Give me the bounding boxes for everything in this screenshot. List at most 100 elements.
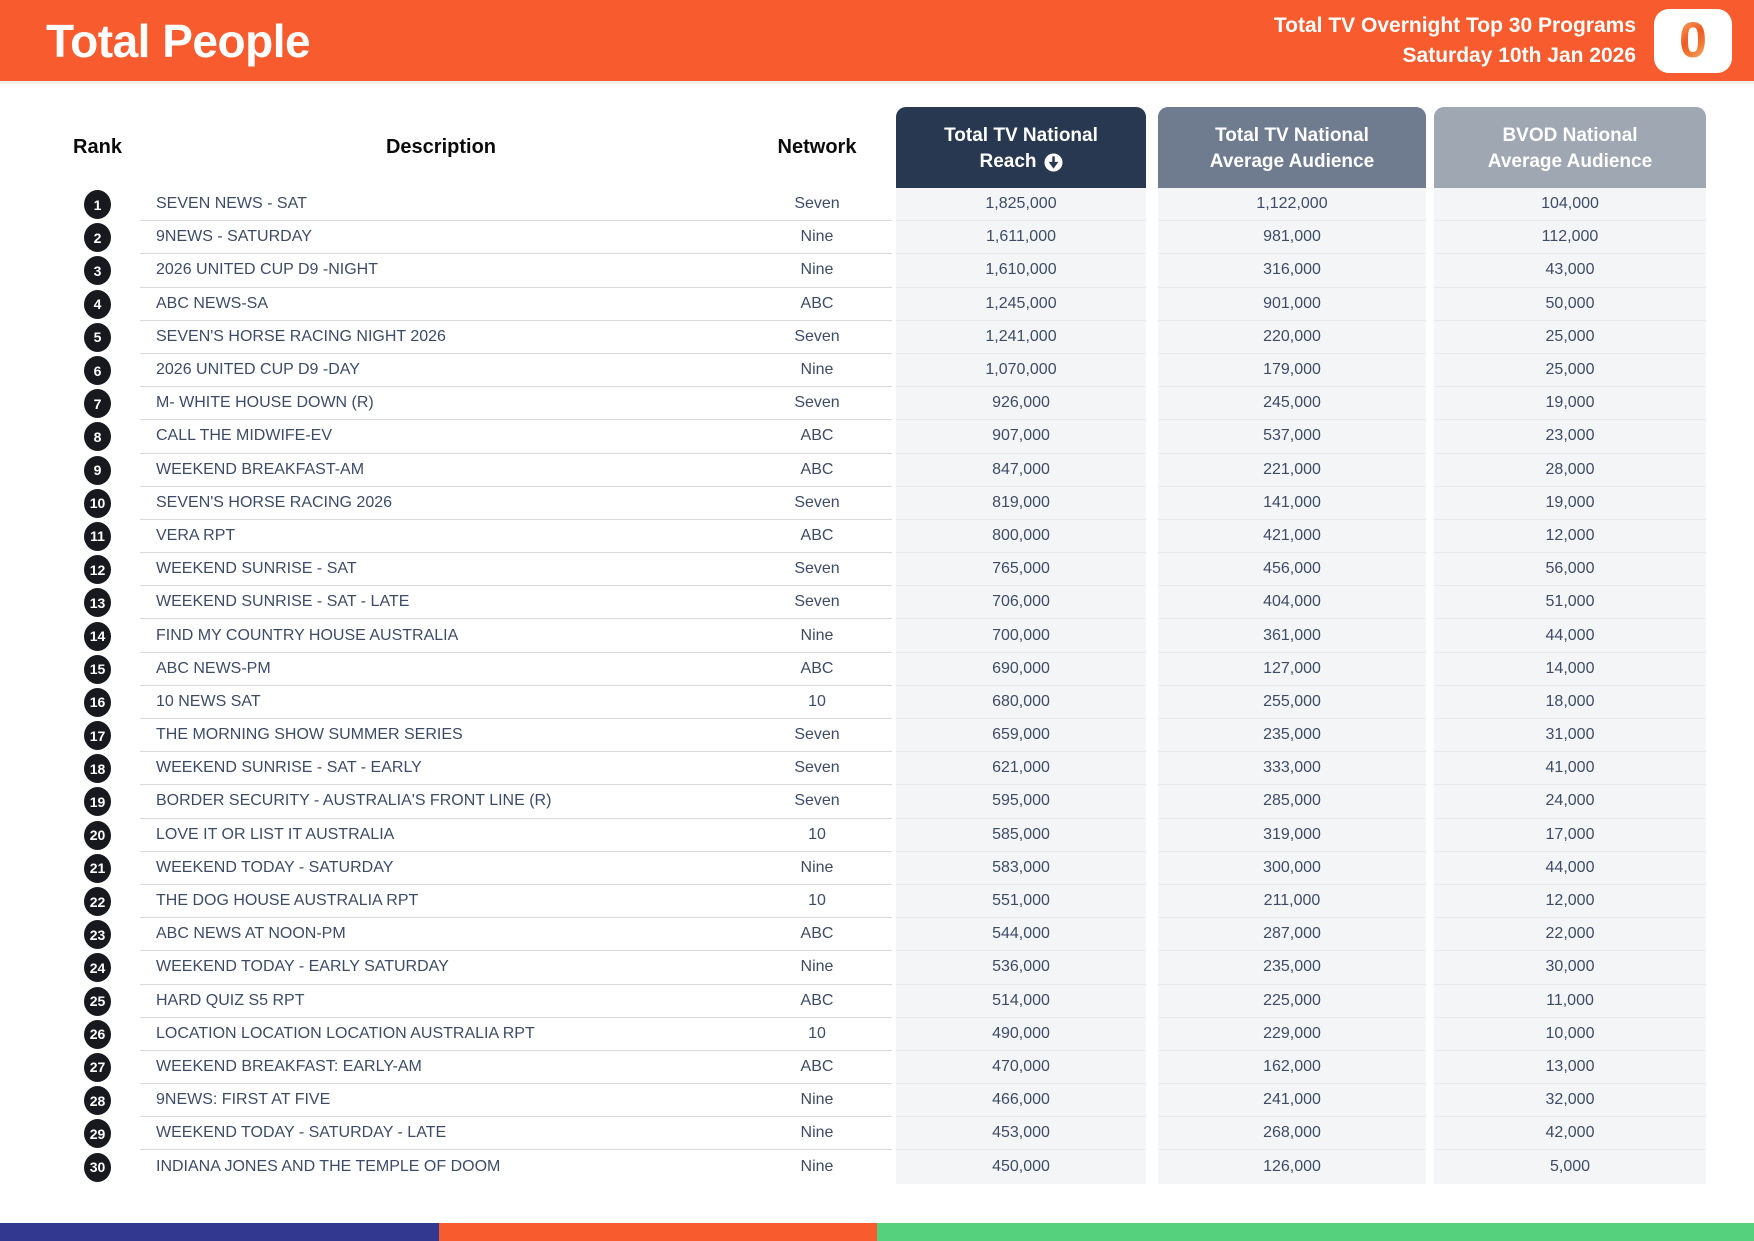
program-network: Seven xyxy=(742,752,892,786)
rank-badge: 19 xyxy=(84,787,111,817)
rank-badge: 10 xyxy=(84,488,111,518)
total-tv-avg-audience-value: 179,000 xyxy=(1158,353,1426,388)
program-description: INDIANA JONES AND THE TEMPLE OF DOOM xyxy=(156,1158,501,1176)
rank-cell: 8 xyxy=(55,420,140,453)
total-tv-reach-value: 700,000 xyxy=(896,619,1146,653)
rank-cell: 21 xyxy=(55,852,140,885)
bvod-avg-audience-value: 18,000 xyxy=(1434,685,1706,719)
bvod-avg-audience-value: 12,000 xyxy=(1434,519,1706,554)
program-network: Seven xyxy=(742,785,892,819)
program-network: ABC xyxy=(742,653,892,686)
program-network: Nine xyxy=(742,1117,892,1151)
banner-right: Total TV Overnight Top 30 Programs Satur… xyxy=(1273,8,1732,73)
rank-badge: 1 xyxy=(84,190,111,220)
rank-cell: 10 xyxy=(55,487,140,520)
program-network: Seven xyxy=(742,387,892,421)
bvod-avg-audience-value: 43,000 xyxy=(1434,254,1706,288)
program-network: Nine xyxy=(742,951,892,985)
program-network: ABC xyxy=(742,918,892,952)
table-row: 22 THE DOG HOUSE AUSTRALIA RPT 10 551,00… xyxy=(55,884,1706,919)
program-description: WEEKEND BREAKFAST-AM xyxy=(140,454,742,487)
column-header-bvod-avg-audience[interactable]: BVOD National Average Audience xyxy=(1434,107,1706,188)
table-row: 17 THE MORNING SHOW SUMMER SERIES Seven … xyxy=(55,719,1706,753)
program-description: M- WHITE HOUSE DOWN (R) xyxy=(140,387,742,421)
table-row: 20 LOVE IT OR LIST IT AUSTRALIA 10 585,0… xyxy=(55,818,1706,852)
bvod-avg-audience-value: 10,000 xyxy=(1434,1017,1706,1051)
rank-cell: 26 xyxy=(55,1018,140,1051)
bvod-avg-audience-value: 44,000 xyxy=(1434,619,1706,653)
total-tv-avg-audience-value: 255,000 xyxy=(1158,685,1426,719)
total-tv-avg-audience-value: 220,000 xyxy=(1158,320,1426,354)
table-row: 3 2026 UNITED CUP D9 -NIGHT Nine 1,610,0… xyxy=(55,254,1706,288)
program-description: 10 NEWS SAT xyxy=(140,686,742,719)
table-row: 12 WEEKEND SUNRISE - SAT Seven 765,000 4… xyxy=(55,553,1706,587)
table-row: 21 WEEKEND TODAY - SATURDAY Nine 583,000… xyxy=(55,851,1706,885)
program-description: WEEKEND SUNRISE - SAT - LATE xyxy=(140,586,742,620)
program-network: Seven xyxy=(742,586,892,620)
program-network: Nine xyxy=(742,619,892,653)
rank-badge: 28 xyxy=(84,1086,111,1116)
rank-badge: 11 xyxy=(84,521,111,551)
total-tv-reach-value: 1,825,000 xyxy=(896,188,1146,222)
table-row: 28 9NEWS: FIRST AT FIVE Nine 466,000 241… xyxy=(55,1084,1706,1118)
total-tv-reach-value: 1,611,000 xyxy=(896,221,1146,255)
table-row: 10 SEVEN'S HORSE RACING 2026 Seven 819,0… xyxy=(55,486,1706,520)
total-tv-reach-value: 926,000 xyxy=(896,387,1146,421)
bvod-avg-audience-value: 19,000 xyxy=(1434,387,1706,421)
table-row: 6 2026 UNITED CUP D9 -DAY Nine 1,070,000… xyxy=(55,353,1706,388)
rank-badge: 20 xyxy=(84,820,111,850)
program-description: HARD QUIZ S5 RPT xyxy=(140,985,742,1018)
table-row: 11 VERA RPT ABC 800,000 421,000 12,000 xyxy=(55,519,1706,554)
bvod-avg-audience-value: 28,000 xyxy=(1434,453,1706,487)
table-header-row: Rank Description Network Total TV Nation… xyxy=(55,107,1706,188)
total-tv-avg-audience-value: 127,000 xyxy=(1158,652,1426,686)
table-row: 8 CALL THE MIDWIFE-EV ABC 907,000 537,00… xyxy=(55,420,1706,454)
rank-cell: 14 xyxy=(55,619,140,652)
avg-header-line2: Average Audience xyxy=(1209,150,1375,172)
total-tv-avg-audience-value: 268,000 xyxy=(1158,1117,1426,1151)
total-tv-reach-value: 514,000 xyxy=(896,984,1146,1018)
program-network: Seven xyxy=(742,321,892,354)
rank-cell: 25 xyxy=(55,985,140,1018)
table-row: 4 ABC NEWS-SA ABC 1,245,000 901,000 50,0… xyxy=(55,287,1706,321)
total-tv-reach-value: 470,000 xyxy=(896,1050,1146,1085)
bvod-avg-audience-value: 112,000 xyxy=(1434,221,1706,255)
rank-cell: 24 xyxy=(55,951,140,984)
program-network: Seven xyxy=(742,719,892,753)
rank-cell: 4 xyxy=(55,288,140,321)
rank-badge: 3 xyxy=(84,256,111,286)
bvod-avg-audience-value: 25,000 xyxy=(1434,353,1706,388)
table-row: 13 WEEKEND SUNRISE - SAT - LATE Seven 70… xyxy=(55,586,1706,620)
rank-badge: 4 xyxy=(84,289,111,319)
column-header-total-tv-avg-audience[interactable]: Total TV National Average Audience xyxy=(1158,107,1426,188)
page-title: Total People xyxy=(46,14,311,67)
sort-descending-icon xyxy=(1043,153,1063,172)
bvod-avg-audience-value: 42,000 xyxy=(1434,1117,1706,1151)
program-description: WEEKEND BREAKFAST: EARLY-AM xyxy=(140,1051,742,1085)
rank-cell: 22 xyxy=(55,885,140,918)
total-tv-reach-value: 1,610,000 xyxy=(896,254,1146,288)
total-tv-reach-value: 847,000 xyxy=(896,453,1146,487)
program-description: ABC NEWS-PM xyxy=(140,653,742,686)
program-description: THE DOG HOUSE AUSTRALIA RPT xyxy=(140,885,742,919)
column-header-total-tv-reach[interactable]: Total TV National Reach xyxy=(896,107,1146,188)
program-description: ABC NEWS-SA xyxy=(140,288,742,321)
total-tv-reach-value: 466,000 xyxy=(896,1084,1146,1118)
total-tv-avg-audience-value: 162,000 xyxy=(1158,1050,1426,1085)
program-description: WEEKEND TODAY - SATURDAY - LATE xyxy=(140,1117,742,1151)
total-tv-reach-value: 690,000 xyxy=(896,652,1146,686)
program-network: 10 xyxy=(742,885,892,919)
rank-badge: 7 xyxy=(84,389,111,419)
program-network: Nine xyxy=(742,221,892,255)
report-title-line: Total TV Overnight Top 30 Programs xyxy=(1273,13,1636,37)
rank-cell: 28 xyxy=(55,1084,140,1117)
bvod-avg-audience-value: 104,000 xyxy=(1434,188,1706,222)
table-row: 29 WEEKEND TODAY - SATURDAY - LATE Nine … xyxy=(55,1117,1706,1151)
footer-segment-orange xyxy=(438,1223,877,1241)
rank-cell: 1 xyxy=(55,188,140,221)
program-network: 10 xyxy=(742,1018,892,1051)
program-description: ABC NEWS AT NOON-PM xyxy=(140,918,742,952)
total-tv-reach-value: 536,000 xyxy=(896,951,1146,985)
rank-cell: 9 xyxy=(55,454,140,487)
total-tv-avg-audience-value: 225,000 xyxy=(1158,984,1426,1018)
